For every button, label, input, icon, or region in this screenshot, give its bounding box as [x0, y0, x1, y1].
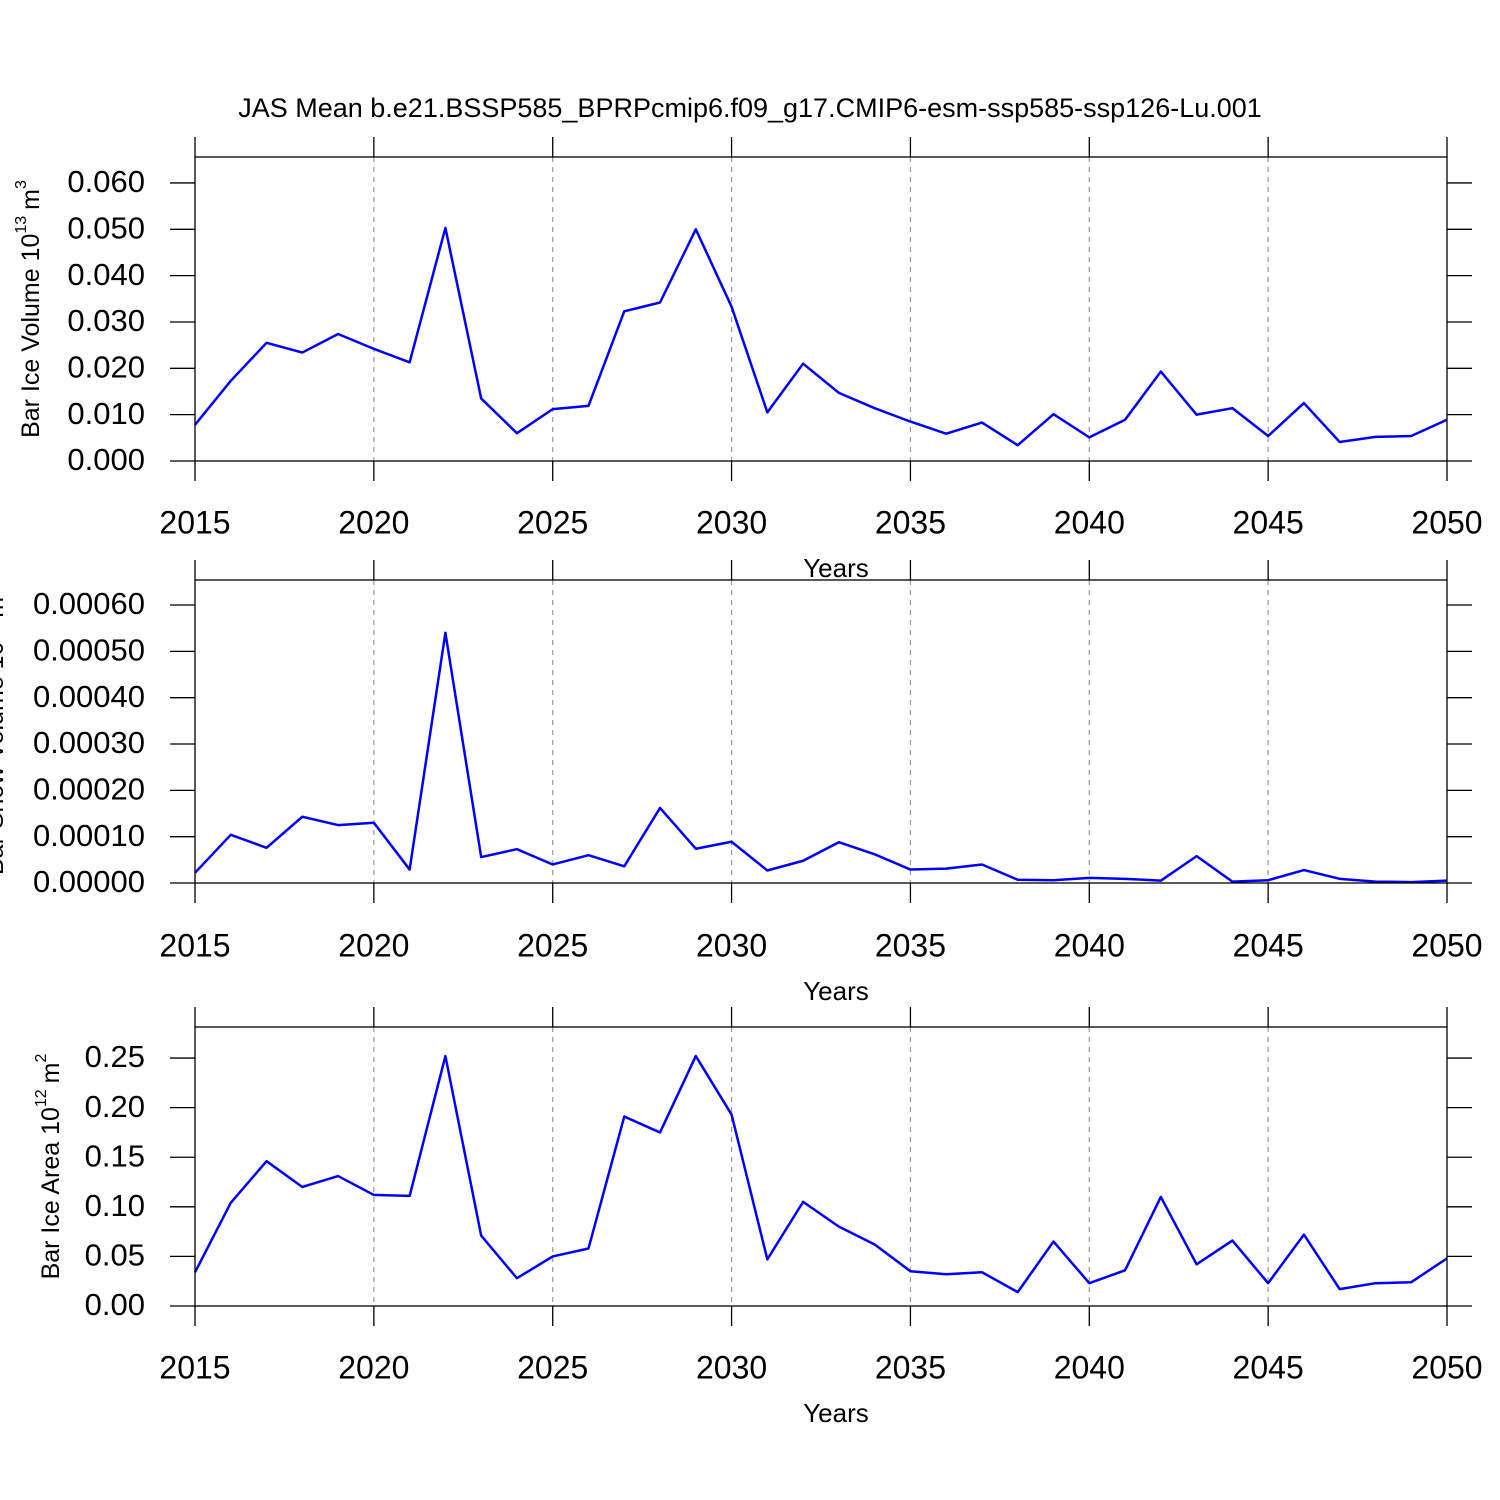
x-tick-label: 2035 [875, 927, 946, 963]
y-tick-label: 0.00040 [33, 679, 145, 714]
x-tick-label: 2015 [159, 504, 230, 540]
chart-title: JAS Mean b.e21.BSSP585_BPRPcmip6.f09_g17… [238, 93, 1262, 123]
y-axis-label-part: 2 [33, 1053, 50, 1062]
y-axis-label-part: 3 [13, 180, 30, 189]
x-tick-label: 2045 [1233, 504, 1304, 540]
y-axis-label: Bar Ice Volume 1013 m3 [13, 180, 44, 438]
y-axis-label-part: Bar Ice Volume 10 [17, 234, 45, 438]
y-axis-label: Bar Snow Volume 1013m3 [0, 588, 9, 875]
x-axis-label: Years [803, 976, 869, 1006]
y-tick-label: 0.00000 [33, 864, 145, 899]
y-axis-label-part: m [0, 597, 9, 618]
y-tick-label: 0.040 [67, 257, 145, 292]
y-axis-label-part: m [17, 189, 45, 210]
y-tick-label: 0.020 [67, 350, 145, 385]
x-tick-label: 2040 [1054, 1349, 1125, 1385]
x-axis-label: Years [803, 1398, 869, 1428]
y-tick-label: 0.060 [67, 164, 145, 199]
x-tick-label: 2040 [1054, 504, 1125, 540]
y-axis-label: Bar Ice Area 1012 m2 [33, 1053, 64, 1279]
x-tick-label: 2030 [696, 504, 767, 540]
y-axis-label-part: m [37, 1062, 65, 1083]
x-tick-label: 2040 [1054, 927, 1125, 963]
x-tick-label: 2020 [338, 927, 409, 963]
y-axis-label-part: 12 [33, 1089, 50, 1107]
y-tick-label: 0.00060 [33, 586, 145, 621]
y-axis-label-part: 13 [13, 216, 30, 234]
x-tick-label: 2025 [517, 504, 588, 540]
panel: 2015 2020 2025 2030 2035 2040 2045 2050 0.000 0.0… [13, 137, 1483, 583]
x-tick-label: 2050 [1411, 504, 1482, 540]
y-tick-label: 0.10 [85, 1188, 145, 1223]
x-tick-label: 2030 [696, 927, 767, 963]
y-tick-label: 0.00 [85, 1287, 145, 1322]
x-axis-label: Years [803, 553, 869, 583]
x-tick-label: 2015 [159, 1349, 230, 1385]
plot-frame [194, 579, 1448, 884]
y-tick-label: 0.00050 [33, 633, 145, 668]
x-tick-label: 2035 [875, 1349, 946, 1385]
x-tick-label: 2020 [338, 504, 409, 540]
x-tick-label: 2035 [875, 504, 946, 540]
x-tick-label: 2050 [1411, 927, 1482, 963]
y-tick-label: 0.15 [85, 1138, 145, 1173]
y-tick-label: 0.20 [85, 1089, 145, 1124]
data-line [194, 226, 1448, 447]
y-axis-label-part: Bar Ice Area 10 [37, 1107, 65, 1279]
y-tick-label: 0.05 [85, 1238, 145, 1273]
panel: 2015 2020 2025 2030 2035 2040 2045 2050 0.00000 0… [0, 560, 1483, 1006]
x-tick-label: 2030 [696, 1349, 767, 1385]
x-tick-label: 2020 [338, 1349, 409, 1385]
data-line [194, 631, 1448, 884]
y-tick-label: 0.030 [67, 303, 145, 338]
y-tick-label: 0.00020 [33, 772, 145, 807]
y-axis-label-part: Bar Snow Volume 10 [0, 642, 9, 875]
y-tick-label: 0.000 [67, 442, 145, 477]
plot-frame [194, 1026, 1448, 1307]
y-tick-label: 0.00010 [33, 818, 145, 853]
data-line [193, 1054, 1448, 1294]
y-tick-label: 0.25 [85, 1039, 145, 1074]
x-tick-label: 2050 [1411, 1349, 1482, 1385]
x-tick-label: 2025 [517, 927, 588, 963]
x-tick-label: 2045 [1233, 927, 1304, 963]
y-tick-label: 0.00030 [33, 725, 145, 760]
plot-frame [194, 156, 1448, 462]
x-tick-label: 2025 [517, 1349, 588, 1385]
x-tick-label: 2015 [159, 927, 230, 963]
y-tick-label: 0.050 [67, 210, 145, 245]
x-tick-label: 2045 [1233, 1349, 1304, 1385]
y-tick-label: 0.010 [67, 396, 145, 431]
panel: 2015 2020 2025 2030 2035 2040 2045 2050 0.00 0.05… [33, 1007, 1483, 1428]
